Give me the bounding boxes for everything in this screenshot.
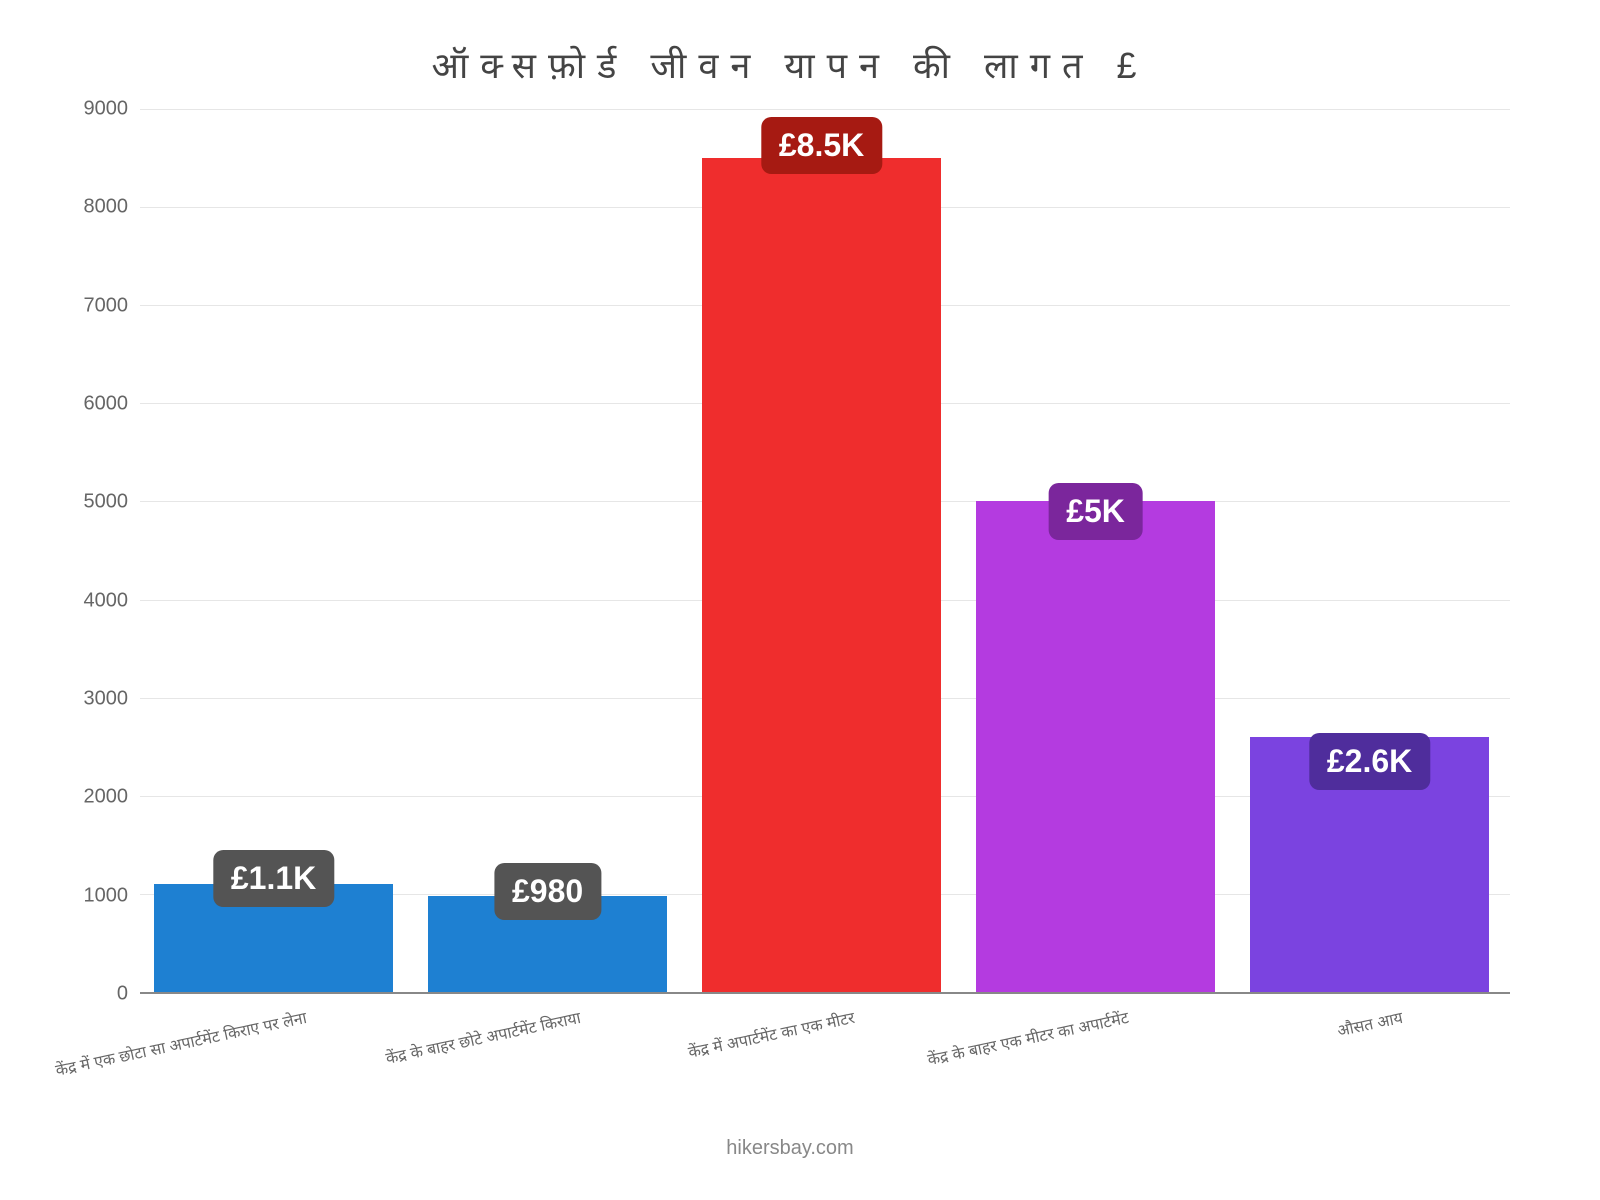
chart-area: 0100020003000400050006000700080009000 £1…: [70, 109, 1510, 994]
bar-value-label: £980: [494, 863, 601, 920]
y-tick-label: 7000: [84, 294, 129, 317]
y-tick-label: 9000: [84, 98, 129, 121]
source-text: hikersbay.com: [726, 1137, 853, 1160]
x-tick-label: केंद्र में अपार्टमेंट का एक मीटर: [686, 1006, 856, 1063]
x-tick-label: केंद्र के बाहर एक मीटर का अपार्टमेंट: [925, 1006, 1130, 1070]
y-tick-label: 2000: [84, 786, 129, 809]
y-tick-label: 3000: [84, 688, 129, 711]
bar: £5K: [976, 501, 1216, 992]
bar-value-label: £2.6K: [1309, 733, 1430, 790]
x-tick-label: औसत आय: [1335, 1006, 1405, 1041]
x-axis-labels: केंद्र में एक छोटा सा अपार्टमेंट किराए प…: [70, 994, 1510, 1107]
x-tick-label: केंद्र के बाहर छोटे अपार्टमेंट किराया: [383, 1006, 582, 1069]
y-tick-label: 6000: [84, 393, 129, 416]
bar: £1.1K: [154, 884, 394, 992]
y-axis: 0100020003000400050006000700080009000: [70, 109, 140, 994]
bar: £8.5K: [702, 158, 942, 992]
plot-area: £1.1K£980£8.5K£5K£2.6K: [140, 109, 1510, 994]
y-tick-label: 1000: [84, 884, 129, 907]
y-tick-label: 8000: [84, 196, 129, 219]
grid-line: [140, 109, 1510, 110]
bar-value-label: £5K: [1048, 483, 1143, 540]
x-tick-label: केंद्र में एक छोटा सा अपार्टमेंट किराए प…: [53, 1006, 308, 1081]
bar-value-label: £1.1K: [213, 850, 334, 907]
bar: £980: [428, 896, 668, 992]
bar-value-label: £8.5K: [761, 117, 882, 174]
chart-title: ऑक्सफ़ोर्ड जीवन यापन की लागत £: [431, 40, 1148, 89]
bar: £2.6K: [1250, 737, 1490, 992]
y-tick-label: 4000: [84, 589, 129, 612]
y-tick-label: 5000: [84, 491, 129, 514]
